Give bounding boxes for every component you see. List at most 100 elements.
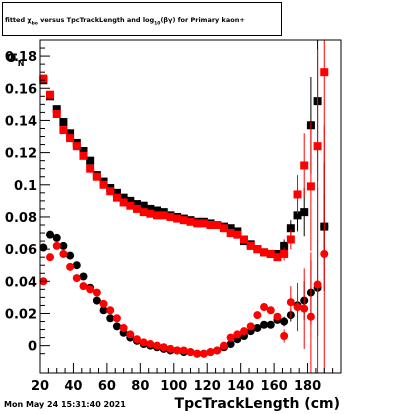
data-point-circle bbox=[112, 314, 121, 323]
timestamp: Mon May 24 15:31:40 2021 bbox=[4, 400, 126, 409]
data-point-square bbox=[166, 212, 175, 221]
data-point-circle bbox=[179, 346, 188, 355]
data-point-circle bbox=[173, 346, 182, 355]
data-point-square bbox=[226, 224, 235, 233]
y-tick-label: 0.16 bbox=[5, 82, 37, 97]
data-point-square bbox=[219, 224, 228, 233]
x-tick-label: 160 bbox=[261, 379, 288, 394]
data-point-circle bbox=[132, 335, 141, 344]
data-point-circle bbox=[146, 340, 155, 349]
data-point-circle bbox=[266, 306, 275, 315]
data-point-circle bbox=[199, 349, 208, 358]
data-point-square bbox=[146, 209, 155, 218]
data-point-square bbox=[286, 235, 295, 244]
data-point-square bbox=[39, 74, 48, 83]
data-point-circle bbox=[233, 330, 242, 339]
title-chi: χ bbox=[27, 16, 32, 24]
data-point-square bbox=[112, 188, 121, 197]
data-point-circle bbox=[213, 346, 222, 355]
data-point-circle bbox=[153, 341, 162, 350]
y-axis-label-sub: N bbox=[17, 59, 25, 68]
data-point-circle bbox=[99, 299, 108, 308]
data-point-circle bbox=[226, 333, 235, 342]
data-point-square bbox=[72, 142, 81, 151]
x-tick-label: 60 bbox=[98, 379, 116, 394]
x-tick-label: 40 bbox=[64, 379, 82, 394]
data-point-circle bbox=[280, 332, 289, 340]
data-point-square bbox=[153, 206, 162, 215]
data-point-circle bbox=[59, 249, 68, 258]
data-point-square bbox=[266, 249, 275, 258]
data-point-square bbox=[246, 241, 255, 250]
data-point-square bbox=[240, 235, 249, 244]
data-point-square bbox=[52, 105, 61, 114]
data-point-circle bbox=[66, 262, 75, 271]
data-point-circle bbox=[119, 323, 128, 332]
title-chi-sub: bo bbox=[31, 21, 38, 27]
data-point-square bbox=[213, 221, 222, 229]
data-point-circle bbox=[226, 340, 235, 349]
y-axis-label-main: σ bbox=[6, 48, 18, 66]
data-point-circle bbox=[92, 296, 101, 305]
y-tick-label: 0.02 bbox=[5, 307, 37, 322]
data-point-circle bbox=[139, 338, 148, 347]
data-point-circle bbox=[260, 320, 269, 329]
data-point-square bbox=[99, 180, 108, 189]
data-point-square bbox=[199, 219, 208, 228]
data-point-square bbox=[226, 229, 235, 238]
y-tick-label: 0.18 bbox=[5, 50, 37, 65]
y-axis-label: σN bbox=[6, 48, 24, 68]
x-tick-label: 120 bbox=[194, 379, 221, 394]
data-point-square bbox=[293, 190, 302, 199]
data-point-circle bbox=[126, 330, 135, 339]
data-point-square bbox=[66, 129, 75, 138]
data-point-square bbox=[193, 219, 202, 228]
data-point-circle bbox=[166, 344, 175, 353]
data-point-circle bbox=[186, 348, 195, 357]
data-point-circle bbox=[219, 341, 228, 350]
data-point-circle bbox=[300, 304, 309, 313]
data-point-circle bbox=[99, 306, 108, 315]
axes: 20 40 60 80 100 120 140 160 180 0 0.02 0.04 0.06 0.08… bbox=[5, 39, 342, 394]
data-point-circle bbox=[280, 317, 289, 326]
data-point-circle bbox=[106, 306, 115, 315]
data-point-circle bbox=[59, 241, 68, 250]
data-point-circle bbox=[72, 261, 81, 270]
data-point-square bbox=[86, 156, 95, 165]
data-point-square bbox=[253, 245, 262, 254]
data-point-square bbox=[132, 204, 141, 213]
y-tick-label: 0.14 bbox=[5, 114, 37, 129]
data-point-square bbox=[280, 249, 289, 258]
data-point-circle bbox=[72, 274, 81, 283]
data-point-square bbox=[273, 253, 282, 262]
data-point-square bbox=[92, 172, 101, 181]
x-tick-label: 140 bbox=[227, 379, 254, 394]
data-point-square bbox=[79, 147, 88, 155]
plot-frame bbox=[39, 39, 342, 374]
data-point-square bbox=[139, 201, 148, 210]
data-point-square bbox=[173, 214, 182, 223]
title-mid: versus TpcTrackLength and log bbox=[37, 16, 155, 24]
data-point-square bbox=[313, 142, 322, 151]
y-tick-label: 0.06 bbox=[5, 243, 37, 258]
data-point-square bbox=[206, 221, 215, 229]
x-tick-label: 180 bbox=[294, 379, 321, 394]
data-point-circle bbox=[106, 314, 115, 323]
data-point-square bbox=[119, 193, 128, 202]
data-point-square bbox=[66, 134, 75, 143]
data-point-square bbox=[320, 68, 329, 77]
data-point-square bbox=[159, 211, 168, 220]
data-point-square bbox=[139, 208, 148, 217]
data-point-square bbox=[293, 211, 302, 220]
data-point-circle bbox=[193, 349, 202, 358]
x-tick-label: 80 bbox=[131, 379, 149, 394]
data-point-square bbox=[106, 187, 115, 196]
title-suffix: (βγ) for Primary kaon+ bbox=[160, 16, 245, 24]
data-point-circle bbox=[240, 327, 249, 336]
data-point-circle bbox=[159, 343, 168, 352]
data-point-square bbox=[186, 217, 195, 226]
data-point-circle bbox=[79, 282, 88, 291]
data-point-square bbox=[86, 164, 95, 173]
data-point-circle bbox=[46, 253, 55, 262]
data-point-circle bbox=[79, 272, 88, 281]
